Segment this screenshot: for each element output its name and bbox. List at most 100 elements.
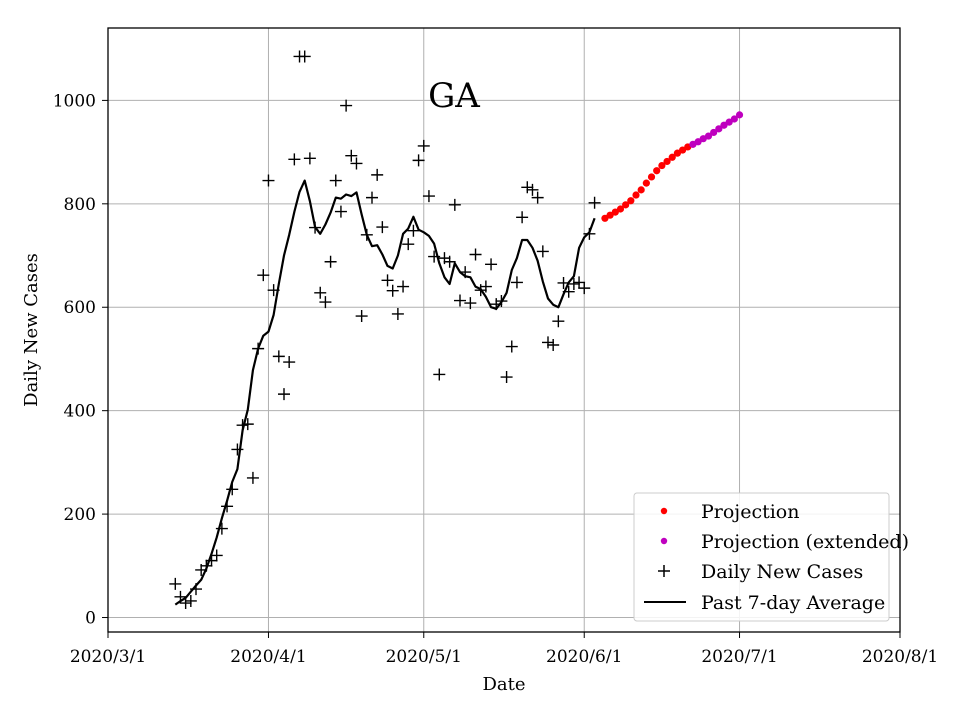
- legend-box: [633, 492, 890, 622]
- daily-new-cases-point-55: [454, 294, 466, 307]
- projection-extended-point-1: [694, 138, 702, 146]
- daily-new-cases-point-45: [402, 238, 415, 251]
- daily-new-cases-point-65: [505, 340, 518, 353]
- x-tick-label-5: 2020/8/1: [862, 647, 938, 667]
- daily-new-cases-point-18: [262, 174, 275, 187]
- projection-point-9: [647, 173, 656, 181]
- projection-point-3: [616, 205, 625, 213]
- daily-new-cases-point-67: [516, 211, 529, 224]
- daily-new-cases-point-30: [324, 255, 337, 268]
- daily-new-cases-point-40: [376, 221, 389, 234]
- daily-new-cases-point-68: [521, 181, 534, 194]
- daily-new-cases-point-39: [371, 168, 384, 181]
- legend-daily-cases-label: Daily New Cases: [701, 561, 863, 583]
- daily-new-cases-point-57: [464, 297, 477, 310]
- y-tick-label-0: 0: [85, 609, 96, 629]
- daily-new-cases-point-8: [210, 549, 223, 562]
- daily-new-cases-point-15: [246, 471, 259, 484]
- daily-new-cases-point-21: [278, 388, 290, 401]
- daily-new-cases-point-49: [422, 190, 435, 203]
- legend-projection-label: Projection: [701, 501, 799, 523]
- projection-point-10: [653, 167, 661, 175]
- legend-projection-extended-label: Projection (extended): [701, 531, 909, 553]
- legend-daily-cases-marker: [658, 565, 670, 577]
- daily-new-cases-point-81: [588, 196, 601, 209]
- legend: Projection Projection (extended) Daily N…: [633, 492, 909, 622]
- daily-new-cases-point-66: [510, 276, 523, 289]
- projection-extended-point-3: [704, 132, 713, 140]
- projection-extended-point-5: [715, 125, 723, 133]
- daily-new-cases-point-34: [345, 149, 358, 162]
- plot-frame: [107, 27, 901, 633]
- projection-point-2: [611, 208, 619, 216]
- projection-extended-point-8: [730, 115, 738, 123]
- legend-average-label: Past 7-day Average: [701, 592, 885, 614]
- daily-new-cases-point-25: [298, 50, 311, 63]
- projection-point-4: [622, 201, 630, 209]
- daily-new-cases-point-36: [355, 310, 368, 323]
- daily-new-cases-point-38: [366, 191, 378, 204]
- projection-point-8: [642, 179, 650, 187]
- projection-point-1: [606, 211, 614, 219]
- y-tick-label-1: 200: [64, 505, 96, 525]
- daily-new-cases-point-3: [184, 594, 197, 607]
- daily-new-cases-point-78: [573, 276, 586, 289]
- x-tick-label-2: 2020/5/1: [386, 647, 462, 667]
- daily-new-cases-point-31: [329, 174, 342, 187]
- daily-new-cases-point-77: [567, 277, 580, 290]
- daily-new-cases-point-44: [397, 280, 410, 293]
- y-axis-label: Daily New Cases: [21, 253, 42, 407]
- daily-new-cases-point-61: [485, 258, 498, 271]
- daily-new-cases-point-64: [500, 371, 513, 384]
- daily-new-cases-point-74: [552, 315, 565, 328]
- series-layer: [169, 50, 744, 610]
- daily-new-cases-point-32: [334, 205, 347, 218]
- daily-new-cases-point-28: [314, 286, 327, 299]
- legend-projection-extended-marker: [660, 537, 668, 545]
- projection-point-11: [658, 161, 666, 170]
- daily-new-cases-point-0: [169, 577, 182, 590]
- daily-new-cases-point-54: [448, 198, 461, 211]
- daily-new-cases-point-26: [303, 152, 316, 165]
- daily-new-cases-point-42: [386, 284, 399, 297]
- daily-new-cases-point-41: [381, 274, 394, 287]
- x-tick-label-4: 2020/7/1: [701, 647, 777, 667]
- projection-point-13: [668, 153, 676, 161]
- daily-new-cases-point-70: [531, 191, 544, 204]
- daily-new-cases-point-71: [536, 245, 549, 258]
- y-tick-label-5: 1000: [53, 91, 96, 111]
- tick-layer: 2020/3/1 2020/4/1 2020/5/1 2020/6/1 2020/7/1…: [53, 91, 938, 667]
- x-axis-label: Date: [482, 674, 525, 695]
- projection-extended-point-4: [710, 128, 718, 137]
- daily-new-cases-point-69: [526, 183, 539, 196]
- projection-point-6: [632, 191, 640, 199]
- projection-point-14: [673, 149, 682, 157]
- daily-new-cases-point-73: [547, 338, 560, 351]
- daily-new-cases-point-79: [578, 282, 591, 295]
- past-7-day-average-line: [174, 179, 596, 606]
- daily-new-cases-point-22: [283, 356, 296, 369]
- projection-point-15: [678, 146, 687, 154]
- daily-new-cases-point-58: [469, 248, 482, 261]
- daily-new-cases-point-23: [288, 153, 301, 166]
- daily-new-cases-point-53: [443, 255, 456, 268]
- projection-point-0: [601, 214, 609, 222]
- x-tick-label-0: 2020/3/1: [70, 647, 146, 667]
- daily-new-cases-point-51: [433, 368, 446, 381]
- x-tick-label-3: 2020/6/1: [546, 647, 622, 667]
- projection-point-7: [637, 186, 645, 194]
- projection-point-12: [663, 157, 671, 166]
- y-tick-label-4: 800: [64, 195, 96, 215]
- daily-new-cases-point-33: [340, 99, 353, 112]
- daily-new-cases-point-60: [479, 280, 492, 293]
- chart-title: GA: [428, 76, 480, 116]
- legend-projection-marker: [660, 507, 668, 515]
- x-tick-label-1: 2020/4/1: [230, 647, 306, 667]
- daily-new-cases-point-12: [231, 443, 244, 456]
- projection-extended-point-6: [720, 121, 728, 129]
- projection-extended-point-7: [725, 118, 733, 126]
- y-tick-label-3: 600: [64, 298, 96, 318]
- projection-extended-point-9: [735, 111, 744, 119]
- daily-new-cases-point-35: [350, 157, 363, 170]
